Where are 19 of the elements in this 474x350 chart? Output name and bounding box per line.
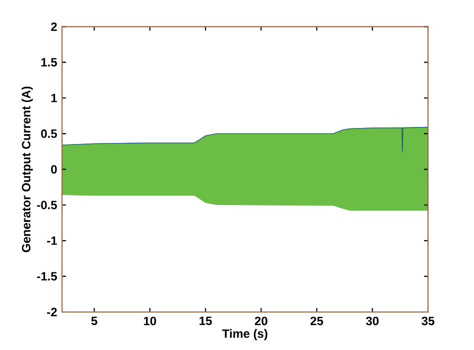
x-tick-label: 5 bbox=[91, 316, 98, 326]
y-axis-title: Generator Output Current (A) bbox=[22, 86, 33, 252]
y-tick-label: -0.5 bbox=[37, 200, 57, 210]
y-tick-label: 1 bbox=[51, 94, 57, 102]
x-tick-label: 20 bbox=[254, 316, 268, 326]
x-axis-title: Time (s) bbox=[222, 329, 268, 340]
x-tick-label: 25 bbox=[310, 316, 324, 326]
y-tick-label: 0 bbox=[51, 165, 57, 174]
x-tick-label: 15 bbox=[200, 316, 212, 326]
x-tick-label: 35 bbox=[422, 316, 434, 326]
line-series bbox=[62, 126, 428, 153]
y-tick-label: 2 bbox=[51, 22, 57, 31]
y-tick-label: 1.5 bbox=[41, 58, 57, 67]
y-tick-label: -1.5 bbox=[37, 272, 57, 281]
x-tick-label: 10 bbox=[144, 316, 156, 326]
x-tick-label: 30 bbox=[366, 316, 379, 326]
y-tick-label: -1 bbox=[47, 236, 57, 245]
y-tick-label: 0.5 bbox=[41, 129, 57, 138]
y-tick-label: -2 bbox=[47, 308, 57, 316]
